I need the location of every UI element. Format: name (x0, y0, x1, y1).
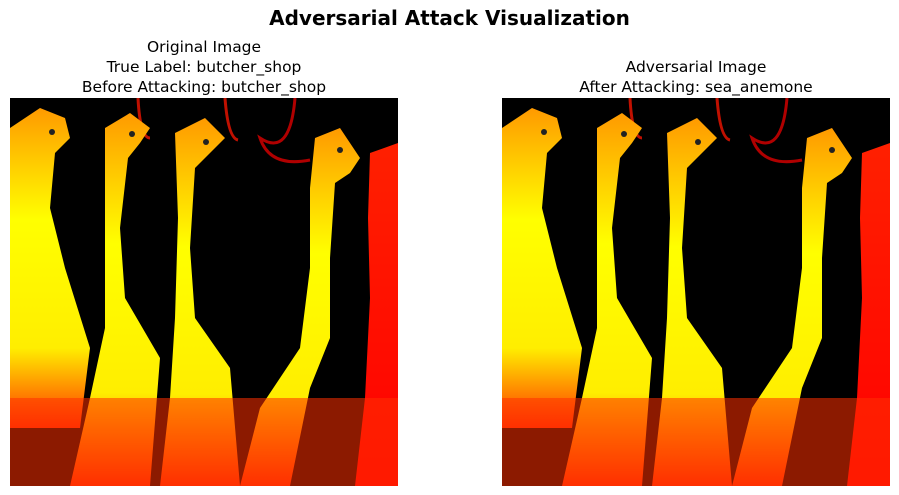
true-label-line: True Label: butcher_shop (106, 58, 302, 76)
original-image-titles: Original Image True Label: butcher_shop … (10, 33, 398, 98)
figure-title: Adversarial Attack Visualization (269, 6, 630, 30)
after-attack-line: After Attacking: sea_anemone (579, 78, 813, 96)
original-image-panel: Original Image True Label: butcher_shop … (10, 33, 398, 486)
adversarial-image (502, 98, 890, 486)
adversarial-image-panel: Adversarial Image After Attacking: sea_a… (502, 33, 890, 486)
panel-title-line: Original Image (146, 38, 262, 56)
chickens-heatmap-image (10, 98, 398, 486)
chickens-heatmap-image (502, 98, 890, 486)
panel-title-line: Adversarial Image (625, 58, 767, 76)
adversarial-image-titles: Adversarial Image After Attacking: sea_a… (502, 33, 890, 98)
original-image (10, 98, 398, 486)
before-attack-line: Before Attacking: butcher_shop (81, 78, 327, 96)
